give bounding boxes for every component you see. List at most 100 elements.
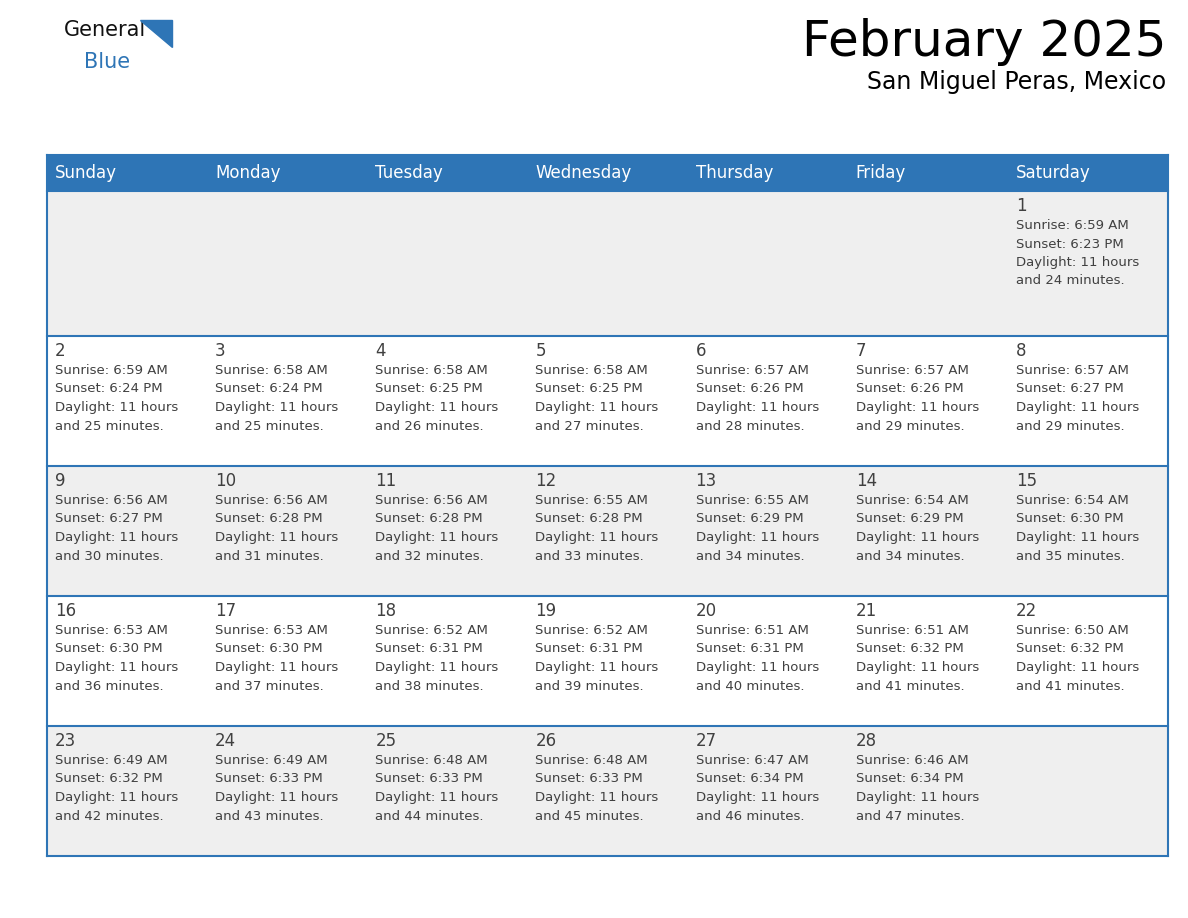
Bar [48, 726, 1168, 856]
Text: Sunrise: 6:48 AM: Sunrise: 6:48 AM [375, 754, 488, 767]
Text: and 43 minutes.: and 43 minutes. [215, 810, 324, 823]
Text: 21: 21 [855, 602, 877, 620]
Text: Sunrise: 6:54 AM: Sunrise: 6:54 AM [855, 494, 968, 507]
Text: and 29 minutes.: and 29 minutes. [1016, 420, 1125, 432]
Text: Saturday: Saturday [1016, 164, 1091, 182]
Text: 18: 18 [375, 602, 397, 620]
Text: and 45 minutes.: and 45 minutes. [536, 810, 644, 823]
Text: 9: 9 [55, 472, 65, 490]
Text: Sunrise: 6:58 AM: Sunrise: 6:58 AM [375, 364, 488, 377]
Text: and 26 minutes.: and 26 minutes. [375, 420, 484, 432]
Text: Daylight: 11 hours: Daylight: 11 hours [215, 401, 339, 414]
Text: Daylight: 11 hours: Daylight: 11 hours [695, 661, 819, 674]
Text: Sunset: 6:26 PM: Sunset: 6:26 PM [695, 383, 803, 396]
Text: and 30 minutes.: and 30 minutes. [55, 550, 164, 563]
Bar [48, 191, 1168, 336]
Text: Sunset: 6:30 PM: Sunset: 6:30 PM [55, 643, 163, 655]
Text: Daylight: 11 hours: Daylight: 11 hours [1016, 401, 1139, 414]
Text: Sunrise: 6:56 AM: Sunrise: 6:56 AM [375, 494, 488, 507]
Text: and 40 minutes.: and 40 minutes. [695, 679, 804, 692]
Text: 2: 2 [55, 342, 65, 360]
Text: Daylight: 11 hours: Daylight: 11 hours [695, 531, 819, 544]
Text: Sunrise: 6:52 AM: Sunrise: 6:52 AM [375, 624, 488, 637]
Text: Sunrise: 6:59 AM: Sunrise: 6:59 AM [55, 364, 168, 377]
Text: Sunset: 6:27 PM: Sunset: 6:27 PM [55, 512, 163, 525]
Text: and 42 minutes.: and 42 minutes. [55, 810, 164, 823]
Text: Sunset: 6:31 PM: Sunset: 6:31 PM [375, 643, 484, 655]
Text: and 25 minutes.: and 25 minutes. [215, 420, 324, 432]
Text: Daylight: 11 hours: Daylight: 11 hours [55, 401, 178, 414]
Text: Sunset: 6:34 PM: Sunset: 6:34 PM [855, 773, 963, 786]
Text: Sunset: 6:29 PM: Sunset: 6:29 PM [695, 512, 803, 525]
Text: Sunset: 6:33 PM: Sunset: 6:33 PM [215, 773, 323, 786]
Text: 10: 10 [215, 472, 236, 490]
Text: and 44 minutes.: and 44 minutes. [375, 810, 484, 823]
Text: Daylight: 11 hours: Daylight: 11 hours [215, 531, 339, 544]
Text: 24: 24 [215, 732, 236, 750]
Text: and 28 minutes.: and 28 minutes. [695, 420, 804, 432]
Text: Sunrise: 6:57 AM: Sunrise: 6:57 AM [855, 364, 968, 377]
Text: Daylight: 11 hours: Daylight: 11 hours [375, 661, 499, 674]
Text: Sunday: Sunday [55, 164, 116, 182]
Text: and 41 minutes.: and 41 minutes. [855, 679, 965, 692]
Text: Daylight: 11 hours: Daylight: 11 hours [1016, 256, 1139, 269]
Text: and 31 minutes.: and 31 minutes. [215, 550, 324, 563]
Text: Sunset: 6:30 PM: Sunset: 6:30 PM [1016, 512, 1124, 525]
Text: Sunrise: 6:55 AM: Sunrise: 6:55 AM [536, 494, 649, 507]
Bar [48, 336, 1168, 466]
Text: Sunrise: 6:51 AM: Sunrise: 6:51 AM [855, 624, 968, 637]
Text: Daylight: 11 hours: Daylight: 11 hours [855, 661, 979, 674]
Text: 5: 5 [536, 342, 546, 360]
Text: and 25 minutes.: and 25 minutes. [55, 420, 164, 432]
Text: 23: 23 [55, 732, 76, 750]
Text: Sunset: 6:28 PM: Sunset: 6:28 PM [375, 512, 482, 525]
Text: 22: 22 [1016, 602, 1037, 620]
Text: Sunset: 6:28 PM: Sunset: 6:28 PM [215, 512, 323, 525]
Text: Daylight: 11 hours: Daylight: 11 hours [855, 531, 979, 544]
Text: Daylight: 11 hours: Daylight: 11 hours [375, 401, 499, 414]
Text: Friday: Friday [855, 164, 906, 182]
Text: and 36 minutes.: and 36 minutes. [55, 679, 164, 692]
Text: 13: 13 [695, 472, 716, 490]
Text: 14: 14 [855, 472, 877, 490]
Text: Daylight: 11 hours: Daylight: 11 hours [55, 661, 178, 674]
Text: Sunrise: 6:56 AM: Sunrise: 6:56 AM [215, 494, 328, 507]
Text: Daylight: 11 hours: Daylight: 11 hours [1016, 661, 1139, 674]
Text: 20: 20 [695, 602, 716, 620]
Text: Sunset: 6:24 PM: Sunset: 6:24 PM [215, 383, 323, 396]
Text: Daylight: 11 hours: Daylight: 11 hours [536, 661, 658, 674]
Text: Sunrise: 6:55 AM: Sunrise: 6:55 AM [695, 494, 809, 507]
Text: 27: 27 [695, 732, 716, 750]
Text: and 27 minutes.: and 27 minutes. [536, 420, 644, 432]
Text: 8: 8 [1016, 342, 1026, 360]
Text: 6: 6 [695, 342, 706, 360]
Text: February 2025: February 2025 [802, 18, 1165, 66]
Text: Sunset: 6:34 PM: Sunset: 6:34 PM [695, 773, 803, 786]
Text: Sunset: 6:28 PM: Sunset: 6:28 PM [536, 512, 643, 525]
Text: Daylight: 11 hours: Daylight: 11 hours [536, 401, 658, 414]
Text: Daylight: 11 hours: Daylight: 11 hours [695, 791, 819, 804]
Text: Sunrise: 6:47 AM: Sunrise: 6:47 AM [695, 754, 808, 767]
Text: Daylight: 11 hours: Daylight: 11 hours [536, 531, 658, 544]
Text: 28: 28 [855, 732, 877, 750]
Text: Monday: Monday [215, 164, 280, 182]
Text: Sunrise: 6:56 AM: Sunrise: 6:56 AM [55, 494, 168, 507]
Text: Sunset: 6:33 PM: Sunset: 6:33 PM [375, 773, 484, 786]
Text: 1: 1 [1016, 197, 1026, 215]
Text: Sunrise: 6:53 AM: Sunrise: 6:53 AM [55, 624, 168, 637]
Text: Sunset: 6:25 PM: Sunset: 6:25 PM [536, 383, 643, 396]
Text: General: General [64, 20, 146, 40]
Text: and 34 minutes.: and 34 minutes. [855, 550, 965, 563]
Text: Tuesday: Tuesday [375, 164, 443, 182]
Text: Sunrise: 6:57 AM: Sunrise: 6:57 AM [695, 364, 809, 377]
Text: Daylight: 11 hours: Daylight: 11 hours [55, 531, 178, 544]
Text: Sunset: 6:24 PM: Sunset: 6:24 PM [55, 383, 163, 396]
Text: Sunset: 6:23 PM: Sunset: 6:23 PM [1016, 238, 1124, 251]
Text: and 46 minutes.: and 46 minutes. [695, 810, 804, 823]
Text: 26: 26 [536, 732, 556, 750]
Text: Daylight: 11 hours: Daylight: 11 hours [375, 791, 499, 804]
Text: Sunrise: 6:58 AM: Sunrise: 6:58 AM [536, 364, 649, 377]
Text: Daylight: 11 hours: Daylight: 11 hours [855, 401, 979, 414]
Text: 16: 16 [55, 602, 76, 620]
Text: Sunset: 6:29 PM: Sunset: 6:29 PM [855, 512, 963, 525]
